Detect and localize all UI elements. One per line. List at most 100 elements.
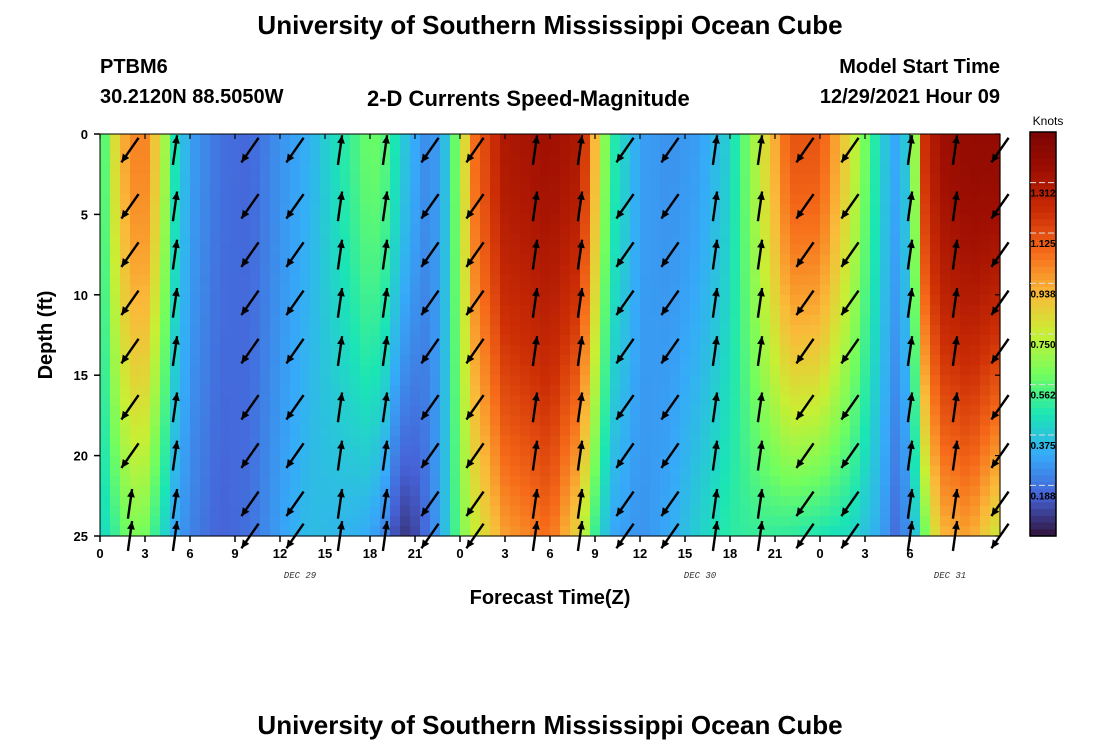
heatmap-cell (310, 515, 321, 527)
heatmap-cell (220, 335, 231, 346)
heatmap-cell (910, 335, 921, 346)
heatmap-cell (870, 174, 881, 185)
heatmap-cell (940, 425, 951, 437)
heatmap-cell (910, 284, 921, 296)
heatmap-cell (220, 495, 231, 507)
heatmap-cell (870, 505, 881, 517)
heatmap-cell (190, 284, 201, 296)
heatmap-cell (250, 184, 261, 195)
heatmap-cell (280, 425, 291, 437)
heatmap-cell (160, 355, 171, 366)
heatmap-cell (930, 234, 941, 246)
heatmap-cell (840, 495, 851, 507)
heatmap-cell (530, 304, 541, 316)
heatmap-cell (740, 355, 751, 366)
heatmap-cell (770, 515, 781, 527)
heatmap-cell (470, 224, 481, 236)
heatmap-cell (920, 435, 931, 447)
heatmap-cell (380, 505, 391, 517)
heatmap-cell (880, 164, 891, 175)
heatmap-cell (720, 385, 731, 396)
heatmap-cell (320, 515, 331, 527)
heatmap-cell (170, 214, 181, 226)
heatmap-cell (870, 254, 881, 266)
heatmap-cell (620, 415, 631, 427)
heatmap-cell (220, 204, 231, 215)
heatmap-cell (360, 335, 371, 346)
heatmap-cell (690, 154, 701, 165)
heatmap-cell (570, 144, 581, 155)
heatmap-cell (540, 144, 551, 155)
heatmap-cell (510, 505, 521, 517)
current-vector (171, 191, 180, 222)
heatmap-cell (980, 475, 991, 487)
heatmap-cell (380, 224, 391, 236)
heatmap-cell (190, 304, 201, 316)
heatmap-cell (630, 154, 641, 165)
heatmap-cell (320, 204, 331, 215)
heatmap-cell (220, 174, 231, 185)
current-vector (420, 137, 440, 164)
heatmap-cell (830, 335, 841, 346)
heatmap-cell (290, 134, 301, 145)
heatmap-cell (150, 174, 161, 185)
heatmap-cell (750, 244, 761, 256)
heatmap-cell (300, 395, 311, 406)
heatmap-cell (280, 194, 291, 205)
x-axis-title: Forecast Time(Z) (470, 587, 631, 609)
heatmap-cell (340, 284, 351, 296)
heatmap-cell (990, 294, 1001, 306)
heatmap-cell (250, 264, 261, 276)
heatmap-cell (760, 455, 771, 467)
heatmap-cell (980, 204, 991, 215)
heatmap-cell (850, 184, 861, 195)
heatmap-cell (560, 385, 571, 396)
heatmap-cell (220, 345, 231, 356)
heatmap-cell (160, 335, 171, 346)
heatmap-cell (510, 465, 521, 477)
heatmap-cell (940, 184, 951, 195)
heatmap-cell (380, 365, 391, 376)
heatmap-cell (690, 144, 701, 155)
colorbar-tick-label: 0.750 (1030, 340, 1055, 351)
heatmap-cell (340, 244, 351, 256)
heatmap-cell (760, 324, 771, 336)
heatmap-cell (980, 385, 991, 396)
heatmap-cell (790, 355, 801, 366)
heatmap-cell (450, 144, 461, 155)
heatmap-cell (350, 304, 361, 316)
heatmap-cell (530, 234, 541, 246)
heatmap-cell (770, 134, 781, 145)
heatmap-cell (290, 154, 301, 165)
heatmap-cell (470, 395, 481, 406)
heatmap-cell (950, 304, 961, 316)
heatmap-cell (120, 435, 131, 447)
heatmap-cell (630, 505, 641, 517)
heatmap-cell (730, 204, 741, 215)
heatmap-cell (290, 204, 301, 215)
heatmap-cell (150, 525, 161, 537)
heatmap-cell (810, 405, 821, 416)
heatmap-cell (900, 294, 911, 306)
heatmap-cell (320, 415, 331, 427)
heatmap-cell (370, 365, 381, 376)
heatmap-cell (970, 284, 981, 296)
heatmap-cell (620, 274, 631, 286)
heatmap-cell (100, 465, 111, 477)
heatmap-cell (400, 455, 411, 467)
colorbar-segment (1030, 286, 1056, 295)
heatmap-cell (790, 234, 801, 246)
heatmap-cell (220, 375, 231, 386)
heatmap-cell (980, 445, 991, 457)
current-vector (840, 394, 860, 421)
heatmap-cell (280, 314, 291, 326)
heatmap-cell (890, 164, 901, 175)
heatmap-cell (960, 154, 971, 165)
heatmap-cell (830, 234, 841, 246)
heatmap-cell (690, 254, 701, 266)
heatmap-cell (930, 355, 941, 366)
heatmap-cell (880, 485, 891, 497)
heatmap-cell (260, 304, 271, 316)
heatmap-cell (770, 264, 781, 276)
heatmap-cell (780, 274, 791, 286)
